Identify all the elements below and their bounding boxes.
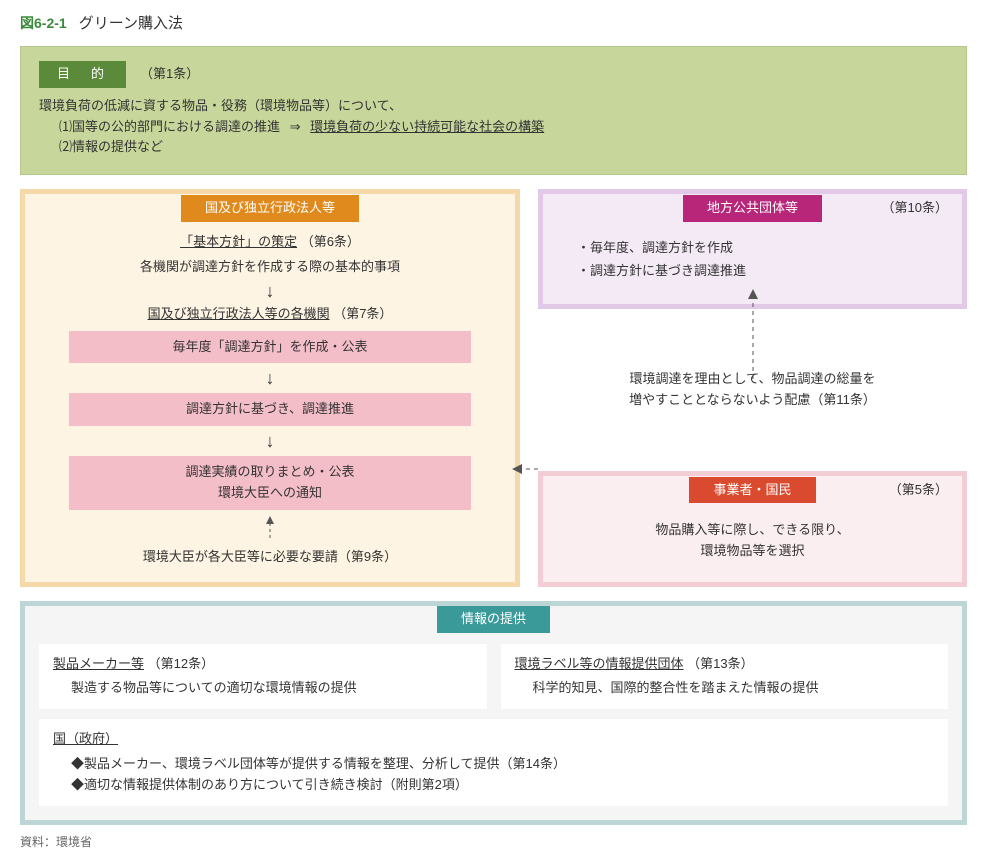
local-article: （第10条） <box>882 198 948 219</box>
gov-b1: ◆製品メーカー、環境ラベル団体等が提供する情報を整理、分析して提供（第14条） <box>53 754 934 775</box>
arrow-down-icon: ↓ <box>39 432 501 450</box>
maker-cell: 製品メーカー等 （第12条） 製造する物品等についての適切な環境情報の提供 <box>39 644 487 710</box>
gov-head: 国（政府） <box>53 729 934 750</box>
citizen-l1: 物品購入等に際し、できる限り、 <box>557 520 948 541</box>
info-box: 情報の提供 製品メーカー等 （第12条） 製造する物品等についての適切な環境情報… <box>20 601 967 825</box>
citizen-header: 事業者・国民 （第5条） <box>543 476 962 504</box>
national-column: 国及び独立行政法人等 「基本方針」の策定 （第6条） 各機関が調達方針を作成する… <box>20 189 520 586</box>
article11-note: 環境調達を理由として、物品調達の総量を 増やすこととならないよう配慮（第11条） <box>538 369 967 411</box>
arrow-up-dashed-icon <box>39 516 501 541</box>
national-box: 国及び独立行政法人等 「基本方針」の策定 （第6条） 各機関が調達方針を作成する… <box>20 189 520 586</box>
maker-article: （第12条） <box>148 656 214 671</box>
national-badge: 国及び独立行政法人等 <box>181 195 359 222</box>
citizen-badge: 事業者・国民 <box>689 477 815 504</box>
purpose-item1: ⑴国等の公的部門における調達の推進 ⇒ 環境負荷の少ない持続可能な社会の構築 <box>39 117 948 138</box>
step3a: 調達実績の取りまとめ・公表 <box>77 462 463 483</box>
org-title: 国及び独立行政法人等の各機関 <box>148 306 330 321</box>
purpose-header: 目 的 （第1条） <box>39 61 948 88</box>
maker-head: 製品メーカー等 （第12条） <box>53 654 473 675</box>
purpose-badge: 目 的 <box>39 61 126 88</box>
figure-title: グリーン購入法 <box>79 12 183 36</box>
label-head: 環境ラベル等の情報提供団体 （第13条） <box>515 654 935 675</box>
citizen-body: 物品購入等に際し、できる限り、 環境物品等を選択 <box>557 514 948 568</box>
purpose-item1-goal: 環境負荷の少ない持続可能な社会の構築 <box>310 119 544 134</box>
purpose-box: 目 的 （第1条） 環境負荷の低減に資する物品・役務（環境物品等）について、 ⑴… <box>20 46 967 175</box>
note11-l2: 増やすこととならないよう配慮（第11条） <box>538 390 967 411</box>
local-badge: 地方公共団体等 <box>683 195 822 222</box>
maker-title: 製品メーカー等 <box>53 656 144 671</box>
gov-cell: 国（政府） ◆製品メーカー、環境ラベル団体等が提供する情報を整理、分析して提供（… <box>39 719 948 805</box>
local-box: 地方公共団体等 （第10条） ・毎年度、調達方針を作成 ・調達方針に基づき調達推… <box>538 189 967 309</box>
source-text: 資料：環境省 <box>20 833 967 852</box>
info-badge: 情報の提供 <box>437 606 550 633</box>
figure-title-row: 図6-2-1 グリーン購入法 <box>20 12 967 36</box>
label-body: 科学的知見、国際的整合性を踏まえた情報の提供 <box>515 678 935 699</box>
arrow-down-icon: ↓ <box>39 369 501 387</box>
citizen-l2: 環境物品等を選択 <box>557 541 948 562</box>
arrow-right-icon: ⇒ <box>290 119 301 134</box>
gov-b2: ◆適切な情報提供体制のあり方について引き続き検討（附則第2項） <box>53 775 934 796</box>
policy-desc: 各機関が調達方針を作成する際の基本的事項 <box>39 257 501 278</box>
step3-bar: 調達実績の取りまとめ・公表 環境大臣への通知 <box>69 456 471 510</box>
label-article: （第13条） <box>687 656 753 671</box>
label-title: 環境ラベル等の情報提供団体 <box>515 656 684 671</box>
local-b2: ・調達方針に基づき調達推進 <box>577 261 928 282</box>
national-header: 国及び独立行政法人等 <box>25 194 515 222</box>
purpose-item2: ⑵情報の提供など <box>39 137 948 158</box>
citizen-box: 事業者・国民 （第5条） 物品購入等に際し、できる限り、 環境物品等を選択 <box>538 471 967 587</box>
citizen-article: （第5条） <box>889 480 948 501</box>
purpose-lead: 環境負荷の低減に資する物品・役務（環境物品等）について、 <box>39 96 948 117</box>
figure-container: 図6-2-1 グリーン購入法 目 的 （第1条） 環境負荷の低減に資する物品・役… <box>0 0 987 860</box>
org-article: （第7条） <box>333 306 392 321</box>
request-text: 環境大臣が各大臣等に必要な要請（第9条） <box>39 547 501 568</box>
arrow-down-icon: ↓ <box>39 282 501 300</box>
purpose-article: （第1条） <box>140 64 199 85</box>
org-row: 国及び独立行政法人等の各機関 （第7条） <box>39 304 501 325</box>
step1-bar: 毎年度「調達方針」を作成・公表 <box>69 331 471 364</box>
policy-row: 「基本方針」の策定 （第6条） <box>39 232 501 253</box>
policy-title: 「基本方針」の策定 <box>180 234 297 249</box>
gov-title: 国（政府） <box>53 731 118 746</box>
local-b1: ・毎年度、調達方針を作成 <box>577 238 928 259</box>
policy-article: （第6条） <box>301 234 360 249</box>
step3b: 環境大臣への通知 <box>77 483 463 504</box>
maker-body: 製造する物品等についての適切な環境情報の提供 <box>53 678 473 699</box>
label-cell: 環境ラベル等の情報提供団体 （第13条） 科学的知見、国際的整合性を踏まえた情報… <box>501 644 949 710</box>
info-header: 情報の提供 <box>25 606 962 634</box>
purpose-item1-prefix: ⑴国等の公的部門における調達の推進 <box>59 119 280 134</box>
info-grid: 製品メーカー等 （第12条） 製造する物品等についての適切な環境情報の提供 環境… <box>39 644 948 710</box>
step2-bar: 調達方針に基づき、調達推進 <box>69 393 471 426</box>
right-column: 地方公共団体等 （第10条） ・毎年度、調達方針を作成 ・調達方針に基づき調達推… <box>538 189 967 586</box>
local-header: 地方公共団体等 （第10条） <box>543 194 962 222</box>
figure-number: 図6-2-1 <box>20 12 67 34</box>
note11-l1: 環境調達を理由として、物品調達の総量を <box>538 369 967 390</box>
main-grid: 国及び独立行政法人等 「基本方針」の策定 （第6条） 各機関が調達方針を作成する… <box>20 189 967 586</box>
local-body: ・毎年度、調達方針を作成 ・調達方針に基づき調達推進 <box>557 232 948 290</box>
purpose-body: 環境負荷の低減に資する物品・役務（環境物品等）について、 ⑴国等の公的部門におけ… <box>39 96 948 158</box>
